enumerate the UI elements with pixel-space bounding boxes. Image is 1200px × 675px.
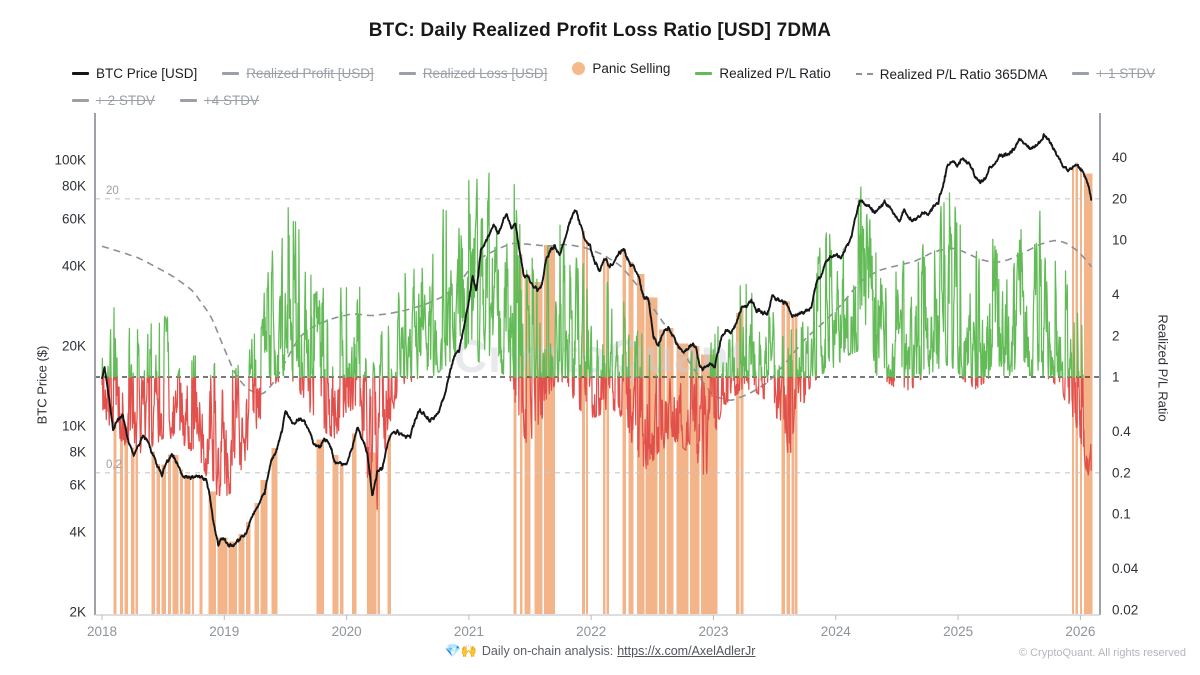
right-axis-tick: 1	[1112, 370, 1120, 385]
legend-item[interactable]: + 2 STDV	[72, 89, 155, 112]
left-axis-tick: 8K	[69, 444, 86, 459]
cryptoquant-watermark: CryptoQuant	[454, 330, 746, 382]
axes	[94, 113, 1101, 616]
legend-item[interactable]: Realized Profit [USD]	[222, 62, 374, 85]
legend-label: + 2 STDV	[96, 92, 155, 108]
right-axis-tick: 2	[1112, 328, 1120, 343]
legend-label: BTC Price [USD]	[96, 66, 198, 82]
legend-label: Realized P/L Ratio 365DMA	[879, 66, 1048, 82]
legend: BTC Price [USD] Realized Profit [USD] Real…	[72, 57, 1172, 112]
legend-label: Realized P/L Ratio	[719, 66, 831, 82]
right-axis-tick: 20	[1112, 191, 1127, 206]
left-axis-tick: 6K	[69, 478, 86, 493]
left-axis-tick: 10K	[62, 419, 86, 434]
line-marker-icon	[179, 98, 197, 102]
panic-selling-bars	[113, 162, 1093, 615]
axis-ticks: 100K 80K 60K 40K 20K 10K 8K 6K 4K 2K 40 20 10 4 2 1 0.4 0…	[54, 150, 1138, 639]
footer-link[interactable]: https://x.com/AxelAdlerJr	[617, 644, 756, 658]
footer-text: Daily on-chain analysis:	[481, 644, 614, 658]
legend-label: Realized Profit [USD]	[246, 66, 374, 82]
x-axis-tick: 2021	[454, 624, 484, 639]
line-marker-icon	[695, 72, 713, 75]
left-axis-tick: 60K	[62, 212, 86, 227]
right-axis-title: Realized P/L Ratio	[1155, 314, 1171, 422]
x-axis-tick: 2020	[332, 624, 362, 639]
x-axis-tick: 2022	[576, 624, 606, 639]
right-axis-tick: 4	[1112, 287, 1120, 302]
line-marker-icon	[72, 72, 89, 75]
legend-item[interactable]: Realized P/L Ratio	[695, 62, 831, 85]
gridline-label: 20	[106, 185, 119, 197]
legend-item[interactable]: +4 STDV	[179, 89, 260, 112]
x-axis-tick: 2025	[943, 624, 973, 639]
legend-row: + 2 STDV +4 STDV	[72, 86, 1172, 112]
left-axis-tick: 20K	[62, 339, 86, 354]
chart-title: BTC: Daily Realized Profit Loss Ratio [U…	[368, 20, 832, 41]
left-axis-tick: 4K	[69, 524, 86, 539]
reference-gridlines: 200,2	[95, 185, 1100, 474]
panic-selling-dot-icon	[572, 62, 586, 75]
right-axis-tick: 10	[1112, 233, 1127, 248]
btc-price-line	[101, 133, 1093, 548]
right-axis-tick: 0.1	[1112, 507, 1131, 522]
legend-item[interactable]: BTC Price [USD]	[72, 62, 197, 85]
copyright: © CryptoQuant. All rights reserved	[1018, 647, 1186, 659]
legend-label: +4 STDV	[203, 92, 260, 108]
line-marker-icon	[398, 72, 416, 75]
left-axis-tick: 40K	[62, 258, 86, 273]
x-axis-tick: 2019	[209, 624, 239, 639]
line-marker-icon	[72, 98, 89, 102]
gem-hands-emoji-icon: 💎🙌	[444, 643, 477, 658]
legend-row: BTC Price [USD] Realized Profit [USD] Real…	[72, 57, 1172, 86]
gridline-label: 0,2	[106, 459, 122, 471]
left-axis-title: BTC Price ($)	[34, 345, 50, 425]
x-axis-tick: 2024	[821, 624, 852, 639]
legend-item[interactable]: Panic Selling	[572, 57, 670, 80]
legend-item[interactable]: Realized Loss [USD]	[398, 62, 548, 85]
left-axis-tick: 2K	[69, 605, 86, 620]
realized-pl-ratio-line-loss	[101, 377, 1092, 510]
right-axis-tick: 40	[1112, 150, 1127, 165]
x-axis-tick: 2023	[698, 624, 728, 639]
footer-note: 💎🙌 Daily on-chain analysis: https://x.com/…	[0, 643, 1200, 659]
legend-item[interactable]: + 1 STDV	[1072, 62, 1155, 85]
legend-label: Panic Selling	[592, 61, 671, 76]
left-axis-tick: 100K	[54, 153, 86, 168]
line-marker-icon	[1072, 72, 1090, 75]
realized-pl-ratio-line-profit	[101, 172, 1084, 378]
x-axis-tick: 2026	[1065, 624, 1095, 639]
right-axis-tick: 0.02	[1112, 602, 1138, 617]
line-marker-icon	[222, 72, 240, 75]
left-axis-tick: 80K	[62, 178, 86, 193]
legend-item[interactable]: Realized P/L Ratio 365DMA	[855, 63, 1048, 86]
realized-pl-ratio-365dma-line	[101, 239, 1093, 402]
legend-label: + 1 STDV	[1096, 66, 1156, 82]
right-axis-tick: 0.04	[1112, 561, 1139, 576]
legend-label: Realized Loss [USD]	[422, 66, 548, 82]
x-axis-tick: 2018	[87, 624, 117, 639]
dashed-line-marker-icon	[855, 73, 873, 75]
right-axis-tick: 0.2	[1112, 465, 1131, 480]
right-axis-tick: 0.4	[1112, 424, 1131, 439]
